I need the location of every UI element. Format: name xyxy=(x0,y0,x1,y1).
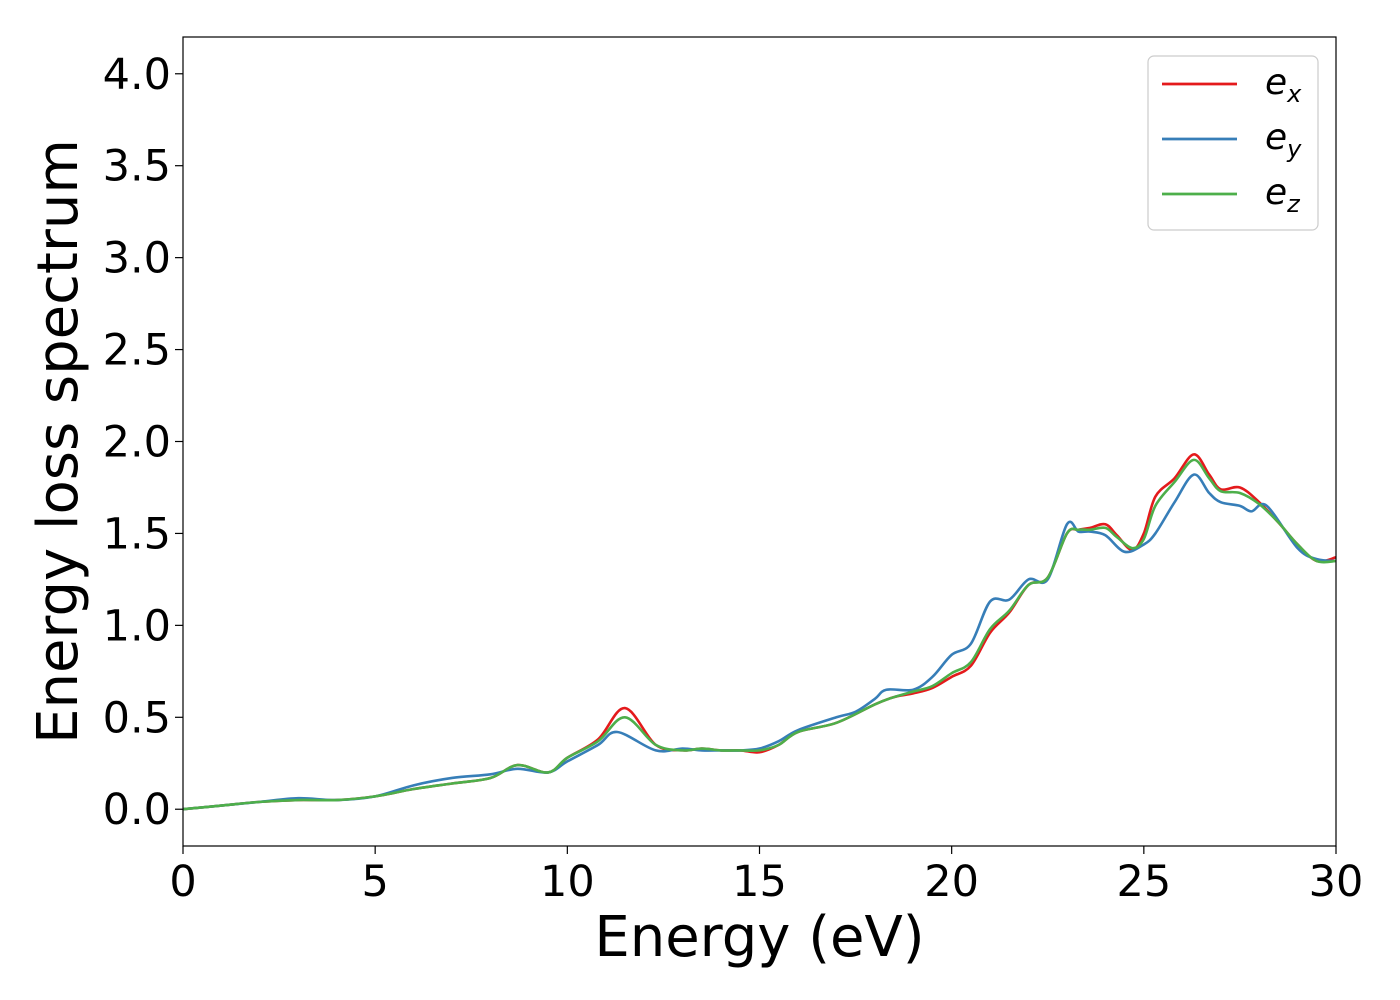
x-tick-label: 5 xyxy=(361,857,388,907)
y-tick-label: 2.0 xyxy=(103,418,171,468)
x-axis-title: Energy (eV) xyxy=(594,905,924,970)
x-tick-label: 0 xyxy=(169,857,196,907)
x-tick-label: 30 xyxy=(1309,857,1364,907)
y-tick-label: 0.0 xyxy=(103,785,171,835)
y-axis-title: Energy loss spectrum xyxy=(26,139,91,744)
legend-label-x: ex xyxy=(1265,62,1302,108)
y-axis: 0.0 0.5 1.0 1.5 2.0 2.5 3.0 3.5 4.0 xyxy=(103,50,183,835)
series-line-y xyxy=(182,473,1337,811)
y-tick-label: 3.5 xyxy=(103,142,171,192)
legend: ex ey ez xyxy=(1147,55,1319,231)
y-tick-label: 2.5 xyxy=(103,326,171,376)
y-tick-label: 0.5 xyxy=(103,693,171,743)
series-line-z xyxy=(182,458,1337,811)
x-tick-label: 20 xyxy=(924,857,979,907)
series-layer xyxy=(182,453,1337,811)
x-tick-label: 25 xyxy=(1116,857,1171,907)
legend-box xyxy=(1147,55,1319,231)
x-tick-label: 15 xyxy=(732,857,787,907)
y-tick-label: 1.5 xyxy=(103,509,171,559)
legend-label-z: ez xyxy=(1265,172,1301,218)
legend-label-y: ey xyxy=(1265,117,1302,163)
y-tick-label: 3.0 xyxy=(103,234,171,284)
x-axis: 0 5 10 15 20 25 30 xyxy=(169,846,1363,907)
y-tick-label: 1.0 xyxy=(103,601,171,651)
y-tick-label: 4.0 xyxy=(103,50,171,100)
x-tick-label: 10 xyxy=(540,857,595,907)
